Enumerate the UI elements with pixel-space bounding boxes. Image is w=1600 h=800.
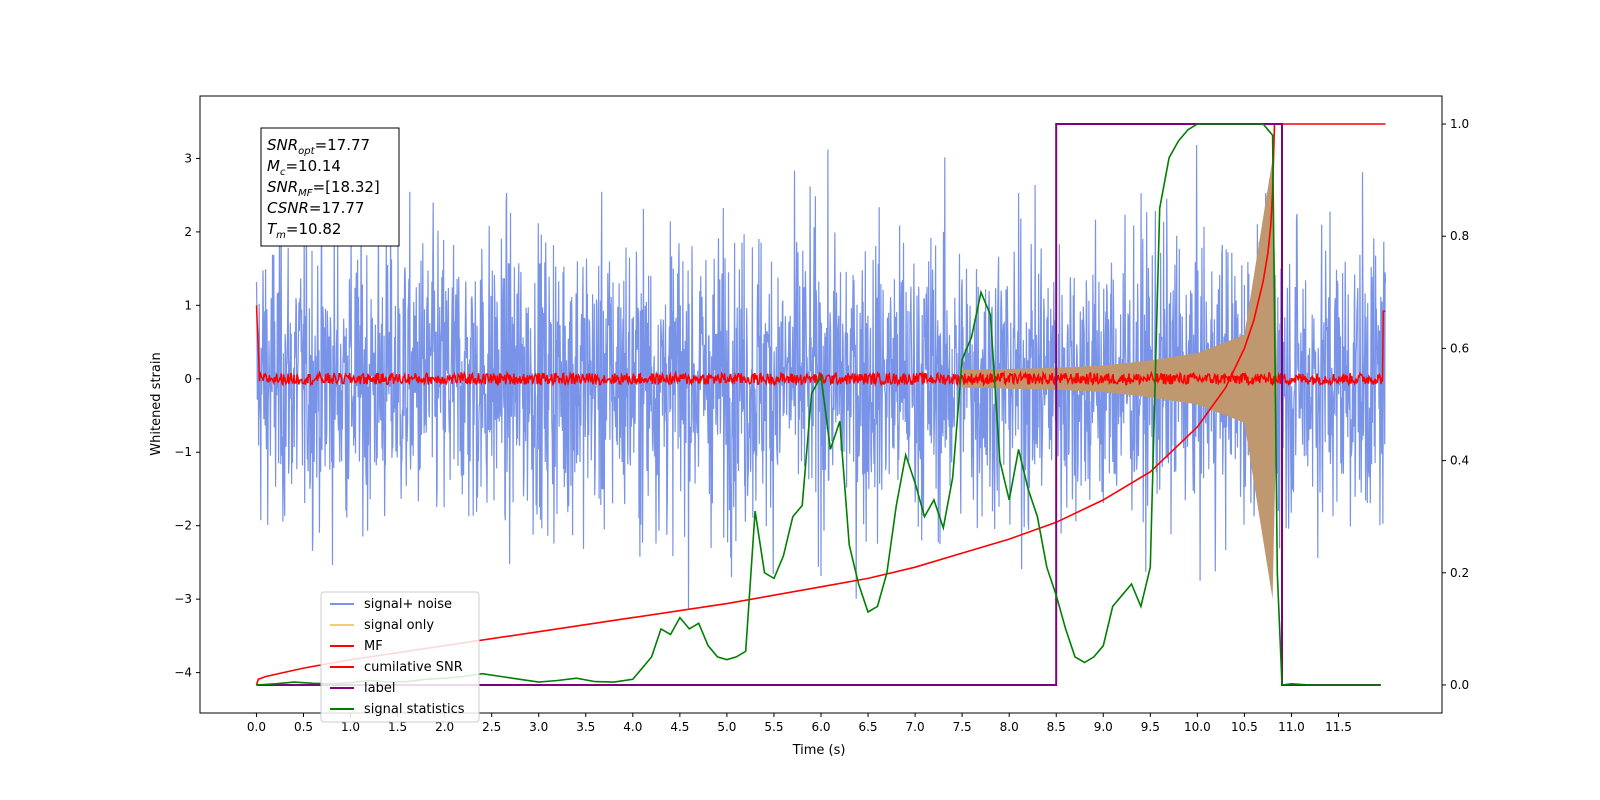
right-y-axis-ticks: 1.0 0.8 0.6 0.4 0.2 0.0 <box>1442 117 1469 692</box>
left-y-axis-ticks: 3 2 1 0 −1 −2 −3 −4 <box>174 151 200 680</box>
legend-label: signal only <box>364 618 434 633</box>
x-tick-label: 7.5 <box>953 720 972 734</box>
left-y-tick-label: −4 <box>174 666 192 680</box>
annotation-line: SNRMF=[18.32] <box>267 178 380 199</box>
x-tick-label: 6.5 <box>858 720 877 734</box>
x-tick-label: 2.5 <box>482 720 501 734</box>
annotation-line: SNRopt=17.77 <box>267 136 370 157</box>
annotation-line: Tm=10.82 <box>267 220 341 241</box>
annotation-box-frame <box>260 127 400 247</box>
left-y-tick-label: −3 <box>174 592 192 606</box>
annotation-line: CSNR=17.77 <box>267 199 364 217</box>
x-tick-label: 10.0 <box>1184 720 1211 734</box>
x-axis-label: Time (s) <box>792 743 846 758</box>
x-tick-label: 8.5 <box>1047 720 1066 734</box>
left-y-tick-label: 3 <box>184 151 192 165</box>
left-y-tick-label: −1 <box>174 445 192 459</box>
x-tick-label: 3.0 <box>529 720 548 734</box>
right-y-tick-label: 1.0 <box>1450 117 1469 131</box>
x-tick-label: 1.0 <box>341 720 360 734</box>
x-axis-ticks: 0.0 0.5 1.0 1.5 2.0 2.5 3.0 3.5 4.0 4.5 5.0 5.5 6.0 6… <box>247 713 1352 734</box>
right-y-tick-label: 0.4 <box>1450 454 1469 468</box>
x-tick-label: 0.5 <box>294 720 313 734</box>
legend-label: label <box>364 681 395 696</box>
left-y-tick-label: −2 <box>174 519 192 533</box>
left-y-tick-label: 2 <box>184 225 192 239</box>
x-tick-label: 5.0 <box>717 720 736 734</box>
x-tick-label: 4.5 <box>670 720 689 734</box>
x-tick-label: 9.0 <box>1094 720 1113 734</box>
left-y-tick-label: 0 <box>184 372 192 386</box>
x-tick-label: 6.0 <box>811 720 830 734</box>
legend-label: cumilative SNR <box>364 660 463 675</box>
legend-label: MF <box>364 639 383 654</box>
series-signal-statistics <box>256 123 1381 686</box>
x-tick-label: 11.5 <box>1325 720 1352 734</box>
legend-label: signal statistics <box>364 702 465 717</box>
right-y-tick-label: 0.2 <box>1450 566 1469 580</box>
right-y-tick-label: 0.8 <box>1450 229 1469 243</box>
x-tick-label: 4.0 <box>623 720 642 734</box>
annotation-line: Mc=10.14 <box>267 157 341 178</box>
x-tick-label: 0.0 <box>247 720 266 734</box>
metrics-annotation-box: SNRopt=17.77Mc=10.14SNRMF=[18.32]CSNR=17… <box>260 127 400 247</box>
x-tick-label: 1.5 <box>388 720 407 734</box>
x-tick-label: 7.0 <box>906 720 925 734</box>
x-tick-label: 5.5 <box>764 720 783 734</box>
left-y-tick-label: 1 <box>184 298 192 312</box>
x-tick-label: 11.0 <box>1278 720 1305 734</box>
legend-frame <box>320 591 480 723</box>
legend: signal+ noise signal only MF cumilative SNR… <box>320 591 480 723</box>
x-tick-label: 3.5 <box>576 720 595 734</box>
x-tick-label: 8.0 <box>1000 720 1019 734</box>
y-axis-label: Whitened strain <box>149 352 164 455</box>
x-tick-label: 10.5 <box>1231 720 1258 734</box>
legend-label: signal+ noise <box>364 597 452 612</box>
x-tick-label: 2.0 <box>435 720 454 734</box>
right-y-tick-label: 0.6 <box>1450 341 1469 355</box>
x-tick-label: 9.5 <box>1141 720 1160 734</box>
right-y-tick-label: 0.0 <box>1450 678 1469 692</box>
